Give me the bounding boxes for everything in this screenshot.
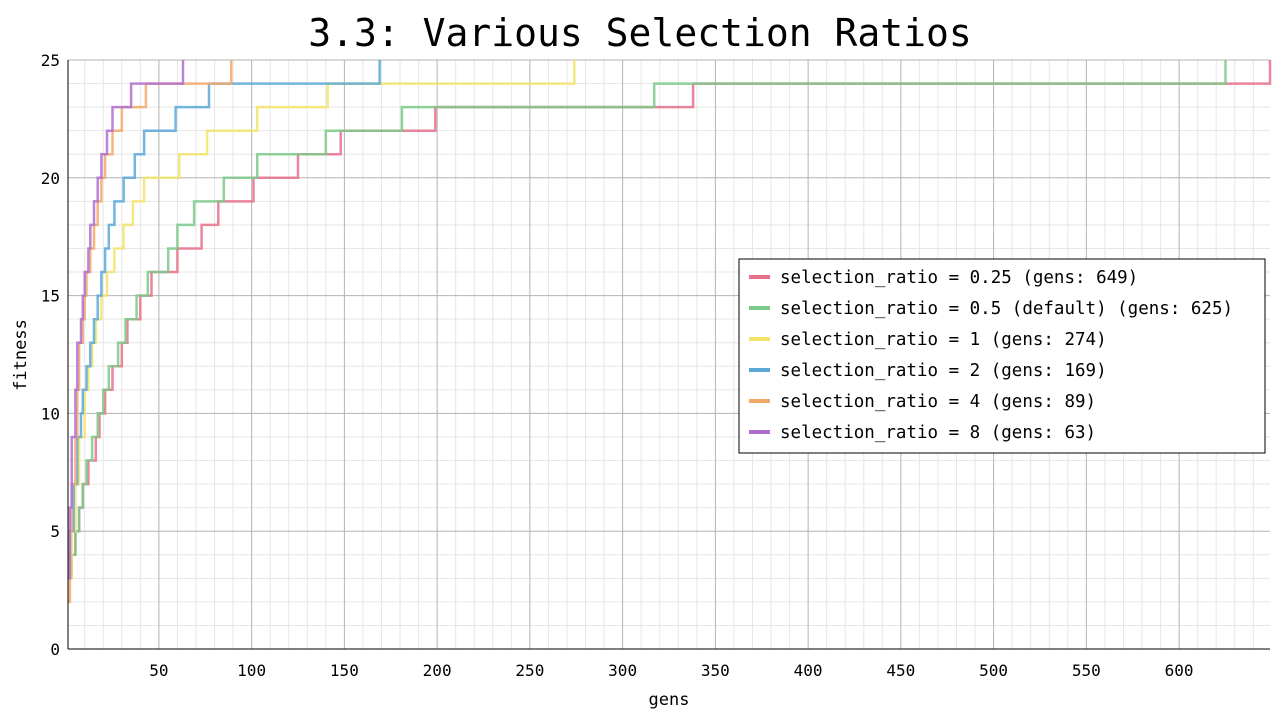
series-line-5 bbox=[68, 60, 233, 604]
legend-entry-2: selection_ratio = 0.5 (default) (gens: 6… bbox=[780, 299, 1233, 319]
x-axis-ticks: 50 100 150 200 250 300 350 400 450 500 550 600 bbox=[149, 661, 1193, 680]
x-tick-label: 550 bbox=[1072, 661, 1101, 680]
y-axis-label: fitness bbox=[11, 319, 31, 391]
y-tick-label: 5 bbox=[50, 522, 60, 541]
legend-entry-4: selection_ratio = 2 (gens: 169) bbox=[780, 361, 1107, 381]
y-tick-label: 10 bbox=[41, 404, 60, 423]
series-line-6 bbox=[68, 60, 185, 580]
chart-title: 3.3: Various Selection Ratios bbox=[308, 11, 972, 55]
minor-grid bbox=[68, 60, 1270, 649]
y-tick-label: 0 bbox=[50, 640, 60, 659]
x-tick-label: 600 bbox=[1165, 661, 1194, 680]
x-tick-label: 200 bbox=[423, 661, 452, 680]
legend-box bbox=[738, 258, 1266, 454]
y-tick-label: 25 bbox=[41, 51, 60, 70]
series-line-2 bbox=[68, 60, 1227, 580]
x-tick-label: 250 bbox=[515, 661, 544, 680]
x-tick-label: 50 bbox=[149, 661, 168, 680]
legend-entry-6: selection_ratio = 8 (gens: 63) bbox=[780, 423, 1096, 443]
legend-entry-5: selection_ratio = 4 (gens: 89) bbox=[780, 392, 1096, 412]
x-tick-label: 350 bbox=[701, 661, 730, 680]
legend-entry-1: selection_ratio = 0.25 (gens: 649) bbox=[780, 268, 1138, 288]
y-tick-label: 20 bbox=[41, 169, 60, 188]
x-tick-label: 100 bbox=[237, 661, 266, 680]
legend-entry-3: selection_ratio = 1 (gens: 274) bbox=[780, 330, 1107, 350]
y-tick-label: 15 bbox=[41, 287, 60, 306]
x-tick-label: 300 bbox=[608, 661, 637, 680]
y-axis-ticks: 0 5 10 15 20 25 bbox=[41, 51, 60, 659]
x-tick-label: 500 bbox=[979, 661, 1008, 680]
series-layer bbox=[68, 60, 1272, 604]
x-tick-label: 400 bbox=[794, 661, 823, 680]
x-tick-label: 450 bbox=[886, 661, 915, 680]
legend: selection_ratio = 0.25 (gens: 649) select… bbox=[738, 258, 1266, 454]
x-axis-label: gens bbox=[649, 690, 690, 710]
x-tick-label: 150 bbox=[330, 661, 359, 680]
